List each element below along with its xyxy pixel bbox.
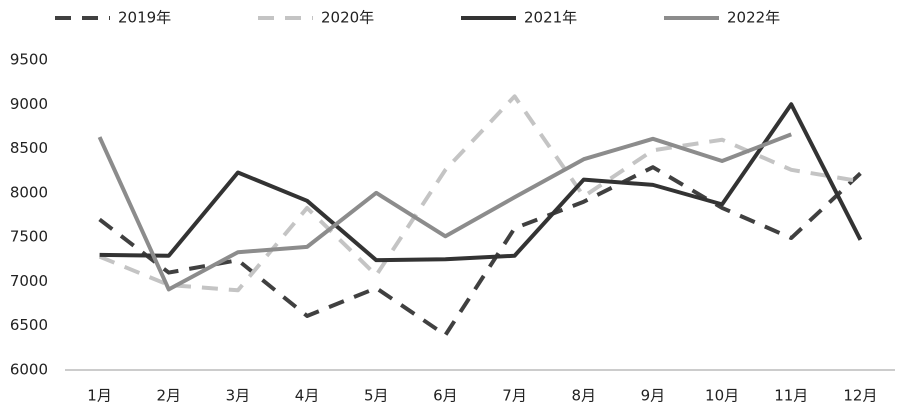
y-tick-label: 8000 bbox=[10, 183, 48, 201]
legend-label: 2019年 bbox=[118, 9, 171, 27]
x-tick-label: 8月 bbox=[571, 387, 596, 405]
series-line bbox=[99, 102, 863, 263]
legend-label: 2020年 bbox=[321, 9, 374, 27]
x-tick-label: 11月 bbox=[774, 387, 808, 405]
x-tick-label: 5月 bbox=[364, 387, 389, 405]
y-tick-label: 9000 bbox=[10, 95, 48, 113]
x-tick-label: 9月 bbox=[641, 387, 666, 405]
series-line bbox=[98, 165, 862, 338]
y-tick-label: 7500 bbox=[10, 228, 48, 246]
legend-label: 2022年 bbox=[727, 9, 780, 27]
x-tick-label: 1月 bbox=[87, 387, 112, 405]
y-tick-label: 9500 bbox=[10, 51, 48, 69]
legend-label: 2021年 bbox=[524, 9, 577, 27]
x-tick-label: 6月 bbox=[433, 387, 458, 405]
y-tick-label: 6000 bbox=[10, 361, 48, 379]
y-tick-label: 6500 bbox=[10, 316, 48, 334]
series-line bbox=[98, 94, 861, 293]
x-tick-label: 10月 bbox=[705, 387, 739, 405]
x-tick-label: 12月 bbox=[843, 387, 877, 405]
series-line bbox=[97, 132, 792, 292]
x-tick-label: 4月 bbox=[295, 387, 320, 405]
x-tick-label: 7月 bbox=[502, 387, 527, 405]
x-tick-label: 2月 bbox=[156, 387, 181, 405]
y-tick-label: 8500 bbox=[10, 139, 48, 157]
y-tick-label: 7000 bbox=[10, 272, 48, 290]
x-tick-label: 3月 bbox=[226, 387, 251, 405]
